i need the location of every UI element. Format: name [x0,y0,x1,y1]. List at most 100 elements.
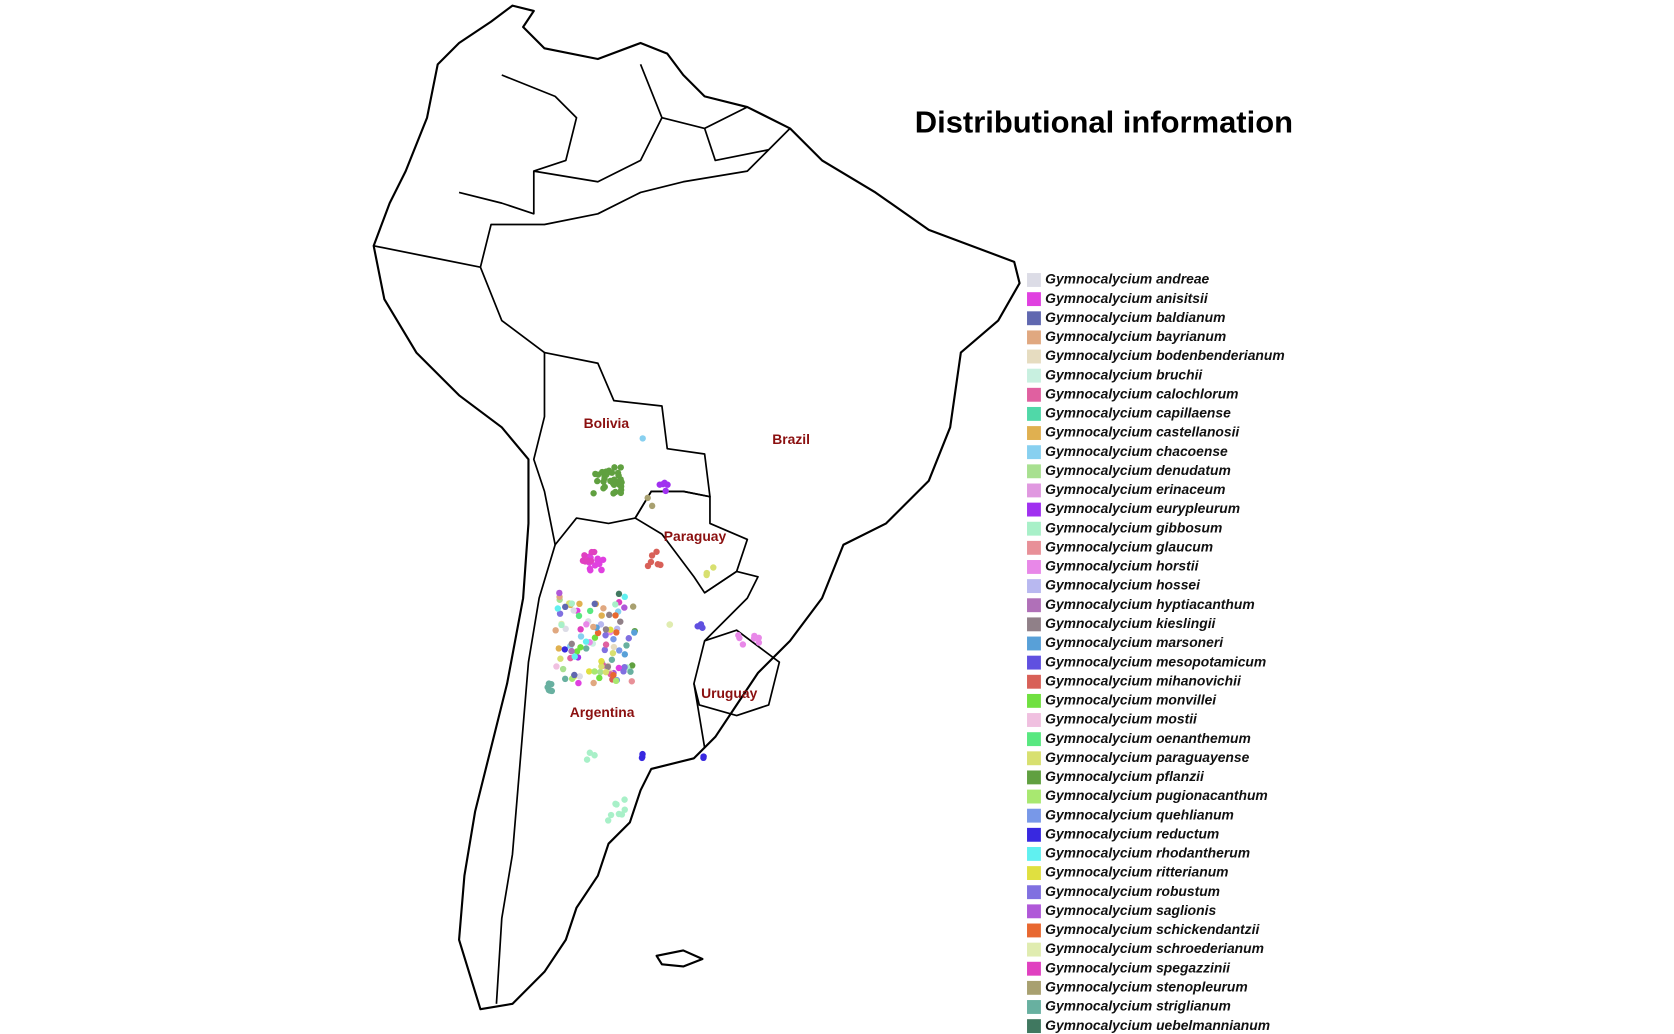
country-label: Uruguay [701,685,758,701]
legend-swatch [1027,387,1041,402]
legend-swatch [1027,808,1041,823]
occurrence-dot [602,668,610,676]
legend-label: Gymnocalycium schroederianum [1045,940,1264,956]
occurrence-dot [577,626,584,633]
island [655,949,704,968]
occurrence-dot [666,621,674,628]
legend-swatch [1027,674,1041,689]
occurrence-dot [591,548,598,556]
occurrence-dot [604,663,612,671]
occurrence-dot [631,629,638,636]
legend-swatch [1027,846,1041,861]
occurrence-dot [577,644,584,651]
legend-swatch [1027,483,1041,498]
occurrence-dot [591,752,598,759]
occurrence-dot [621,796,628,803]
legend-label: Gymnocalycium erinaceum [1045,481,1225,497]
legend-swatch [1027,770,1041,785]
legend-swatch [1027,540,1041,555]
occurrence-dot [612,677,620,685]
occurrence-dot [617,618,624,625]
occurrence-dot [620,668,627,675]
legend-swatch [1027,789,1041,804]
legend: Gymnocalycium andreae Gymnocalycium anisi… [1027,271,1285,1034]
occurrence-dot [755,639,763,646]
occurrence-dot [591,668,598,675]
occurrence-dot [611,464,618,471]
occurrence-dot [656,481,663,488]
legend-swatch [1027,617,1041,632]
legend-swatch [1027,579,1041,594]
occurrence-dot [597,621,605,628]
occurrence-dot [575,679,582,687]
legend-swatch [1027,406,1041,421]
legend-label: Gymnocalycium mostii [1045,711,1198,727]
occurrences [544,435,763,824]
occurrence-dot [596,560,603,568]
occurrence-dot [617,464,624,471]
occurrence-dot [582,638,590,645]
occurrence-dot [571,671,578,679]
occurrence-dot [598,658,605,665]
occurrence-dot [621,806,628,813]
occurrence-dot [583,756,591,763]
legend-label: Gymnocalycium oenanthemum [1045,730,1251,746]
legend-label: Gymnocalycium saglionis [1045,902,1216,918]
legend-swatch [1027,961,1041,976]
legend-swatch [1027,655,1041,670]
legend-swatch [1027,636,1041,651]
legend-swatch [1027,330,1041,345]
occurrence-dot [612,601,619,608]
occurrence-dot [644,562,652,570]
legend-label: Gymnocalycium anisitsii [1045,290,1209,306]
legend-swatch [1027,368,1041,383]
occurrence-dot [609,649,617,657]
legend-label: Gymnocalycium robustum [1045,883,1220,899]
legend-swatch [1027,464,1041,479]
occurrence-dot [587,567,594,574]
country-label: Brazil [772,431,810,447]
legend-label: Gymnocalycium castellanosii [1045,424,1240,440]
country-border [373,64,791,354]
occurrence-dot [610,635,617,643]
occurrence-dot [586,607,594,615]
occurrence-dot [644,494,651,502]
occurrence-dot [570,607,577,614]
occurrence-dot [587,557,595,565]
occurrence-dot [594,629,602,637]
occurrence-dot [639,435,646,442]
legend-label: Gymnocalycium marsoneri [1045,634,1224,650]
country-label: Paraguay [664,528,727,544]
occurrence-dot [700,754,707,762]
country-border [634,490,749,594]
occurrence-dot [576,600,583,608]
legend-label: Gymnocalycium bruchii [1045,366,1203,382]
occurrence-dot [583,621,590,628]
occurrence-dot [585,668,593,675]
occurrence-dot [577,633,585,640]
occurrence-dot [556,610,564,617]
occurrence-dot [592,470,599,478]
legend-swatch [1027,273,1041,287]
legend-label: Gymnocalycium bodenbenderianum [1045,347,1285,363]
occurrence-dot [562,625,569,633]
occurrence-dot [615,664,623,672]
legend-swatch [1027,311,1041,326]
occurrence-dot [598,612,605,619]
legend-swatch [1027,445,1041,460]
occurrence-dot [571,653,578,660]
occurrence-dot [612,612,619,619]
legend-swatch [1027,942,1041,957]
legend-swatch [1027,732,1041,747]
legend-label: Gymnocalycium hyptiacanthum [1045,596,1254,612]
occurrence-dot [598,663,605,670]
legend-swatch [1027,751,1041,766]
legend-label: Gymnocalycium eurypleurum [1045,500,1240,516]
occurrence-dot [612,800,619,808]
occurrence-dot [602,641,610,648]
occurrence-dot [576,673,583,680]
legend-label: Gymnocalycium ritterianum [1045,864,1228,880]
occurrence-dot [657,561,664,569]
legend-swatch [1027,292,1041,307]
legend-label: Gymnocalycium andreae [1045,271,1209,287]
